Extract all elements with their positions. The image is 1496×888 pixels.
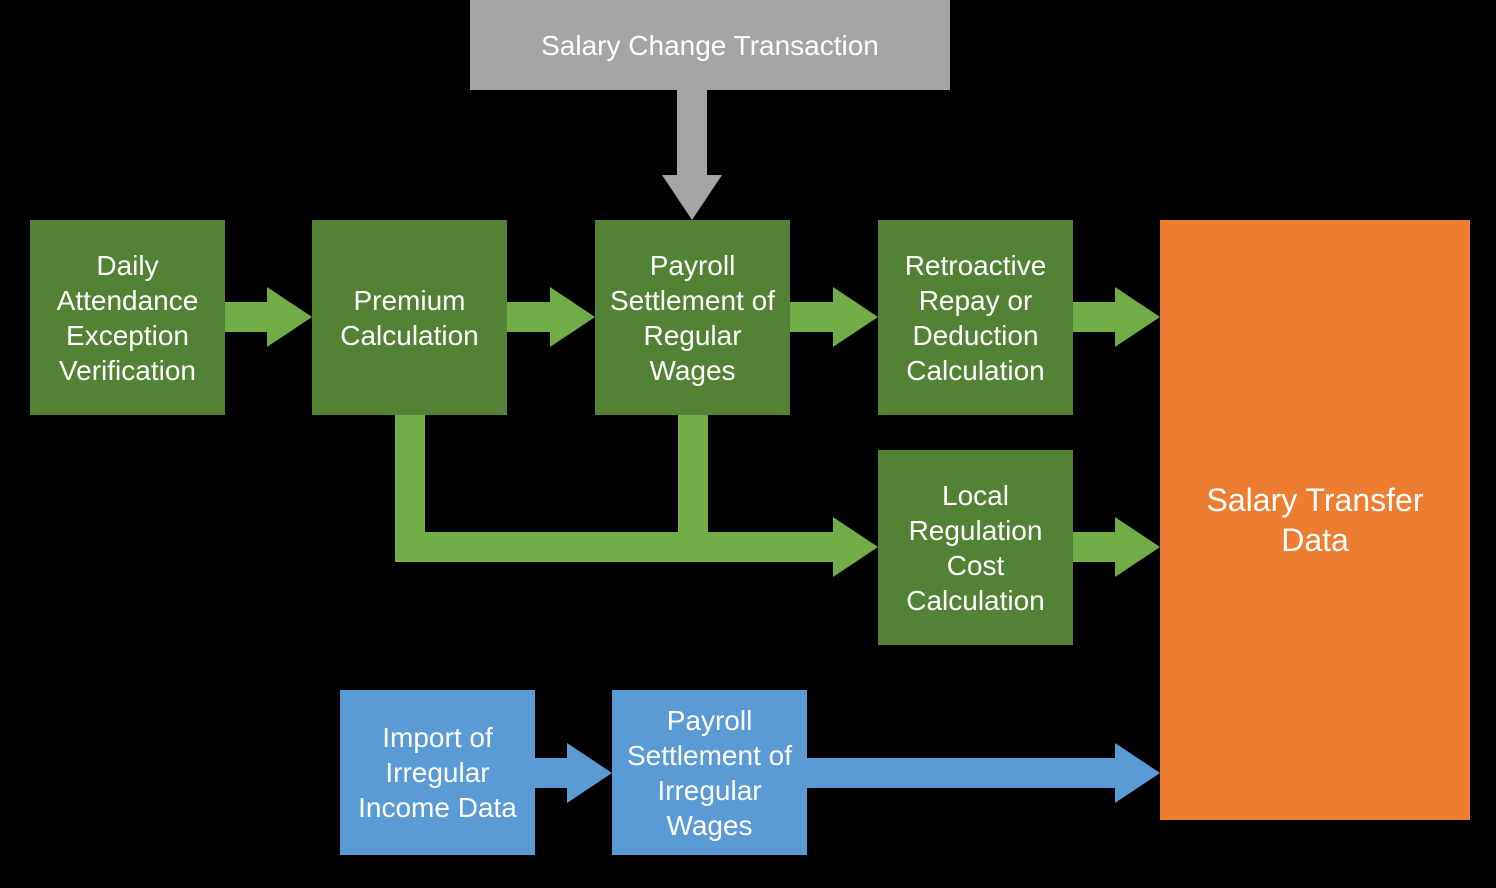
arrow-daily-to-premium: [225, 287, 312, 347]
node-salary-transfer: Salary Transfer Data: [1160, 220, 1470, 820]
node-label: Premium Calculation: [322, 283, 497, 353]
node-label: Local Regulation Cost Calculation: [888, 478, 1063, 618]
node-daily-attendance: Daily Attendance Exception Verification: [30, 220, 225, 415]
node-import-irregular: Import of Irregular Income Data: [340, 690, 535, 855]
node-salary-change: Salary Change Transaction: [470, 0, 950, 90]
node-label: Import of Irregular Income Data: [350, 720, 525, 825]
connector-premium-payroll-to-local: [395, 415, 878, 577]
node-premium-calc: Premium Calculation: [312, 220, 507, 415]
node-retroactive: Retroactive Repay or Deduction Calculati…: [878, 220, 1073, 415]
arrow-premium-to-payroll: [507, 287, 595, 347]
arrow-local-to-transfer: [1073, 517, 1160, 577]
flowchart-canvas: Salary Change Transaction Daily Attendan…: [0, 0, 1496, 888]
node-label: Retroactive Repay or Deduction Calculati…: [888, 248, 1063, 388]
node-label: Payroll Settlement of Regular Wages: [605, 248, 780, 388]
node-label: Salary Transfer Data: [1170, 480, 1460, 560]
node-local-regulation: Local Regulation Cost Calculation: [878, 450, 1073, 645]
arrow-payrollirr-to-transfer: [807, 743, 1160, 803]
node-label: Daily Attendance Exception Verification: [40, 248, 215, 388]
node-label: Payroll Settlement of Irregular Wages: [622, 703, 797, 843]
arrow-import-to-payrollirr: [535, 743, 612, 803]
arrow-salarychange-to-payroll: [662, 90, 722, 220]
node-payroll-irregular: Payroll Settlement of Irregular Wages: [612, 690, 807, 855]
arrow-retro-to-transfer: [1073, 287, 1160, 347]
node-label: Salary Change Transaction: [541, 28, 879, 63]
node-payroll-regular: Payroll Settlement of Regular Wages: [595, 220, 790, 415]
arrow-payroll-to-retro: [790, 287, 878, 347]
